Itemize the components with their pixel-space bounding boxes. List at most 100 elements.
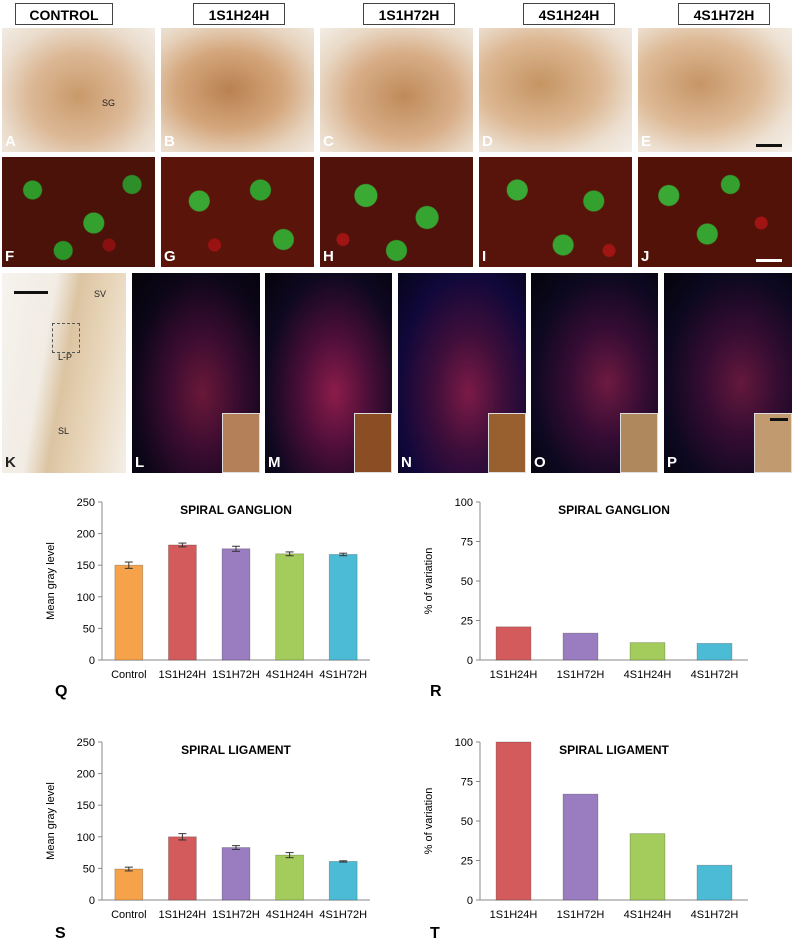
micrograph-j: J bbox=[638, 157, 792, 267]
panel-label-p: P bbox=[667, 454, 678, 471]
micrograph-o: O bbox=[531, 273, 658, 473]
y-tick-label: 200 bbox=[77, 769, 95, 781]
chart-title: SPIRAL LIGAMENT bbox=[181, 743, 291, 757]
x-tick-label: 1S1H24H bbox=[159, 909, 207, 921]
chart-spiral-ligament-mean-gray: SPIRAL LIGAMENT Mean gray level 0 50 100 150 2… bbox=[45, 737, 370, 921]
sl-label: SL bbox=[58, 426, 70, 436]
y-axis-label: % of variation bbox=[423, 548, 435, 615]
chart-spiral-ligament-variation: SPIRAL LIGAMENT % of variation 0 25 50 75 100 1… bbox=[423, 737, 748, 921]
header-4s1h24h: 4S1H24H bbox=[523, 3, 615, 25]
inset-image bbox=[754, 413, 792, 473]
y-tick-label: 150 bbox=[77, 800, 95, 812]
sg-label: SG bbox=[102, 98, 116, 108]
y-tick-label: 75 bbox=[461, 537, 473, 549]
panel-label-l: L bbox=[135, 454, 145, 471]
micrograph-d: D bbox=[479, 28, 632, 152]
chart-title: SPIRAL GANGLION bbox=[180, 503, 292, 517]
x-tick-label: 4S1H72H bbox=[691, 669, 739, 681]
x-tick-label: 1S1H24H bbox=[490, 909, 538, 921]
bar-1s1h72h bbox=[562, 793, 599, 901]
micrograph-g: G bbox=[161, 157, 314, 267]
panel-label-f: F bbox=[5, 248, 15, 265]
x-tick-label: 1S1H24H bbox=[490, 669, 538, 681]
scale-bar bbox=[756, 259, 782, 262]
y-tick-label: 75 bbox=[461, 777, 473, 789]
micrograph-f: F bbox=[2, 157, 155, 267]
y-axis-label: Mean gray level bbox=[45, 782, 57, 860]
micrograph-l: L bbox=[132, 273, 260, 473]
y-tick-label: 50 bbox=[83, 623, 95, 635]
bar-4s1h24h bbox=[275, 854, 304, 901]
bar-control bbox=[114, 564, 144, 661]
bar-1s1h24h bbox=[495, 626, 532, 661]
y-tick-label: 250 bbox=[77, 737, 95, 749]
scale-bar bbox=[770, 418, 788, 421]
panel-label-r: R bbox=[430, 683, 442, 700]
micrograph-i: I bbox=[479, 157, 632, 267]
x-tick-label: 4S1H24H bbox=[624, 669, 672, 681]
micrograph-h: H bbox=[320, 157, 473, 267]
panel-label-o: O bbox=[534, 454, 546, 471]
chart-spiral-ganglion-mean-gray: SPIRAL GANGLION Mean gray level 0 50 100 150 2… bbox=[45, 497, 370, 681]
x-tick-label: 4S1H72H bbox=[319, 909, 367, 921]
lp-region-box bbox=[52, 323, 80, 353]
x-tick-label: 1S1H72H bbox=[557, 669, 605, 681]
y-tick-label: 150 bbox=[77, 560, 95, 572]
y-tick-label: 250 bbox=[77, 497, 95, 509]
bar-4s1h24h bbox=[275, 553, 304, 661]
y-tick-label: 100 bbox=[77, 832, 95, 844]
bar-1s1h24h bbox=[168, 836, 197, 901]
scale-bar bbox=[14, 291, 48, 294]
panel-label-m: M bbox=[268, 454, 281, 471]
y-tick-label: 100 bbox=[455, 497, 473, 509]
panel-label-e: E bbox=[641, 133, 652, 150]
bar-4s1h72h bbox=[696, 864, 733, 901]
y-tick-label: 0 bbox=[89, 895, 95, 907]
y-tick-label: 0 bbox=[89, 655, 95, 667]
y-tick-label: 100 bbox=[455, 737, 473, 749]
y-tick-label: 200 bbox=[77, 529, 95, 541]
y-tick-label: 50 bbox=[83, 863, 95, 875]
sv-label: SV bbox=[94, 289, 107, 299]
x-tick-label: 4S1H72H bbox=[319, 669, 367, 681]
y-tick-label: 25 bbox=[461, 856, 473, 868]
header-control: CONTROL bbox=[15, 3, 113, 25]
x-tick-label: 4S1H24H bbox=[266, 909, 314, 921]
y-tick-label: 50 bbox=[461, 576, 473, 588]
bar-1s1h72h bbox=[221, 847, 251, 901]
panel-label-q: Q bbox=[55, 683, 68, 700]
bar-1s1h72h bbox=[562, 632, 599, 661]
x-tick-label: 4S1H24H bbox=[266, 669, 314, 681]
micrograph-b: B bbox=[161, 28, 314, 152]
panel-label-g: G bbox=[164, 248, 176, 265]
x-tick-label: 1S1H24H bbox=[159, 669, 207, 681]
bar-1s1h24h bbox=[168, 544, 197, 661]
x-tick-label: Control bbox=[111, 669, 146, 681]
inset-image bbox=[488, 413, 526, 473]
chart-title: SPIRAL GANGLION bbox=[558, 503, 670, 517]
inset-image bbox=[354, 413, 392, 473]
panel-label-a: A bbox=[5, 133, 16, 150]
y-axis-label: Mean gray level bbox=[45, 542, 57, 620]
bar-1s1h24h bbox=[495, 741, 532, 901]
micrograph-c: C bbox=[320, 28, 473, 152]
panel-label-d: D bbox=[482, 133, 493, 150]
bar-1s1h72h bbox=[221, 548, 251, 661]
bar-4s1h72h bbox=[328, 861, 358, 901]
y-tick-label: 100 bbox=[77, 592, 95, 604]
chart-title: SPIRAL LIGAMENT bbox=[559, 743, 669, 757]
bar-control bbox=[114, 868, 144, 901]
bar-4s1h24h bbox=[629, 833, 666, 901]
panel-label-n: N bbox=[401, 454, 412, 471]
panel-label-c: C bbox=[323, 133, 334, 150]
micrograph-p: P bbox=[664, 273, 792, 473]
inset-image bbox=[222, 413, 260, 473]
y-tick-label: 50 bbox=[461, 816, 473, 828]
panel-label-t: T bbox=[430, 925, 440, 942]
x-tick-label: Control bbox=[111, 909, 146, 921]
panel-label-i: I bbox=[482, 248, 487, 265]
micrograph-m: M bbox=[265, 273, 392, 473]
panel-label-k: K bbox=[5, 454, 16, 471]
panel-label-j: J bbox=[641, 248, 650, 265]
y-axis-label: % of variation bbox=[423, 788, 435, 855]
